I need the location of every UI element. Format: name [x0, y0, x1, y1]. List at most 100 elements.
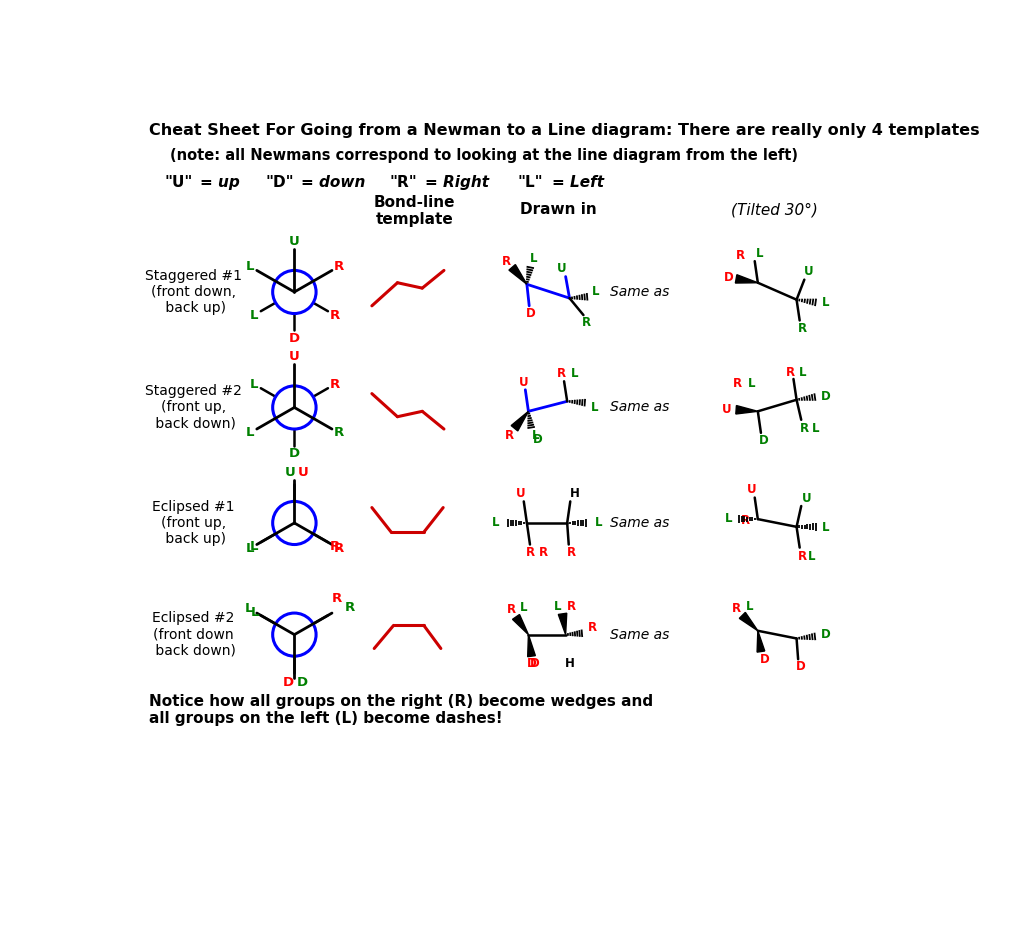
Text: = up: = up	[200, 175, 239, 190]
Text: L: L	[725, 512, 732, 525]
Text: L: L	[592, 285, 600, 297]
Text: U: U	[804, 265, 814, 279]
Text: D: D	[283, 676, 293, 688]
Text: L: L	[520, 601, 527, 614]
Text: L: L	[595, 517, 602, 529]
Text: L: L	[746, 600, 754, 613]
Text: U: U	[519, 375, 528, 388]
Text: R: R	[786, 366, 795, 379]
Text: L: L	[808, 550, 816, 563]
Text: R: R	[507, 603, 516, 615]
Text: L: L	[591, 401, 598, 414]
Text: R: R	[566, 546, 575, 559]
Text: D: D	[532, 432, 543, 446]
Text: R: R	[540, 546, 549, 559]
Text: D: D	[821, 390, 831, 403]
Text: L: L	[823, 522, 830, 534]
Text: L: L	[531, 430, 540, 443]
Text: = Right: = Right	[424, 175, 489, 190]
Text: U: U	[289, 234, 299, 248]
Text: L: L	[249, 378, 259, 391]
Text: D: D	[289, 447, 299, 461]
Text: R: R	[582, 316, 591, 329]
Text: Staggered #2
(front up,
 back down): Staggered #2 (front up, back down)	[145, 385, 242, 431]
Polygon shape	[509, 265, 527, 284]
Polygon shape	[558, 613, 567, 635]
Text: R: R	[798, 323, 807, 336]
Text: L: L	[799, 366, 806, 379]
Text: L: L	[823, 296, 830, 310]
Text: "U": "U"	[165, 175, 193, 190]
Polygon shape	[757, 630, 764, 652]
Text: L: L	[755, 247, 763, 260]
Text: R: R	[589, 621, 597, 634]
Text: U: U	[284, 465, 295, 478]
Text: U: U	[516, 487, 525, 500]
Text: Same as: Same as	[609, 516, 669, 530]
Text: Drawn in: Drawn in	[519, 202, 596, 217]
Polygon shape	[527, 635, 536, 657]
Text: R: R	[556, 367, 565, 380]
Text: L: L	[244, 602, 253, 615]
Text: U: U	[557, 263, 566, 276]
Text: Eclipsed #1
(front up,
 back up): Eclipsed #1 (front up, back up)	[152, 500, 235, 546]
Text: = down: = down	[300, 175, 365, 190]
Text: R: R	[333, 260, 343, 273]
Text: D: D	[526, 658, 537, 671]
Text: R: R	[329, 309, 339, 322]
Text: L: L	[748, 377, 755, 390]
Text: R: R	[526, 546, 536, 559]
Text: Staggered #1
(front down,
 back up): Staggered #1 (front down, back up)	[145, 269, 242, 315]
Text: R: R	[502, 255, 511, 267]
Text: L: L	[493, 517, 500, 529]
Text: "L": "L"	[517, 175, 544, 190]
Text: D: D	[796, 660, 806, 673]
Text: (Tilted 30°): (Tilted 30°)	[732, 202, 819, 217]
Text: D: D	[724, 271, 733, 284]
Text: L: L	[249, 539, 259, 552]
Text: H: H	[570, 487, 579, 500]
Text: R: R	[333, 542, 343, 555]
Text: Bond-line
template: Bond-line template	[374, 195, 455, 227]
Text: R: R	[800, 422, 808, 434]
Text: = Left: = Left	[552, 175, 604, 190]
Text: R: R	[333, 427, 343, 439]
Text: D: D	[296, 676, 308, 688]
Text: H: H	[564, 658, 574, 671]
Text: D: D	[759, 434, 769, 447]
Polygon shape	[739, 613, 758, 630]
Text: D: D	[760, 653, 770, 666]
Text: D: D	[289, 332, 299, 344]
Text: R: R	[741, 514, 750, 527]
Text: L: L	[571, 367, 578, 380]
Text: "R": "R"	[389, 175, 417, 190]
Text: L: L	[554, 599, 562, 613]
Text: Notice how all groups on the right (R) become wedges and
all groups on the left : Notice how all groups on the right (R) b…	[149, 694, 654, 726]
Text: (note: all Newmans correspond to looking at the line diagram from the left): (note: all Newmans correspond to looking…	[171, 148, 798, 163]
Text: Cheat Sheet For Going from a Newman to a Line diagram: There are really only 4 t: Cheat Sheet For Going from a Newman to a…	[149, 123, 980, 138]
Text: R: R	[329, 539, 339, 552]
Text: R: R	[567, 599, 576, 613]
Text: R: R	[732, 602, 741, 615]
Text: U: U	[297, 465, 309, 478]
Text: R: R	[332, 592, 342, 605]
Text: L: L	[811, 422, 819, 434]
Text: L: L	[246, 427, 254, 439]
Polygon shape	[736, 405, 758, 414]
Text: U: U	[747, 483, 756, 496]
Polygon shape	[736, 275, 758, 283]
Text: "D": "D"	[266, 175, 294, 190]
Text: Same as: Same as	[609, 628, 669, 642]
Text: R: R	[344, 601, 355, 614]
Text: L: L	[246, 260, 254, 273]
Text: U: U	[802, 492, 811, 505]
Text: D: D	[821, 628, 831, 641]
Text: Same as: Same as	[609, 401, 669, 415]
Text: R: R	[505, 430, 514, 443]
Polygon shape	[511, 412, 528, 431]
Text: R: R	[733, 377, 742, 390]
Text: L: L	[530, 252, 538, 265]
Text: L: L	[251, 606, 260, 619]
Text: D: D	[529, 658, 540, 671]
Text: R: R	[736, 249, 745, 262]
